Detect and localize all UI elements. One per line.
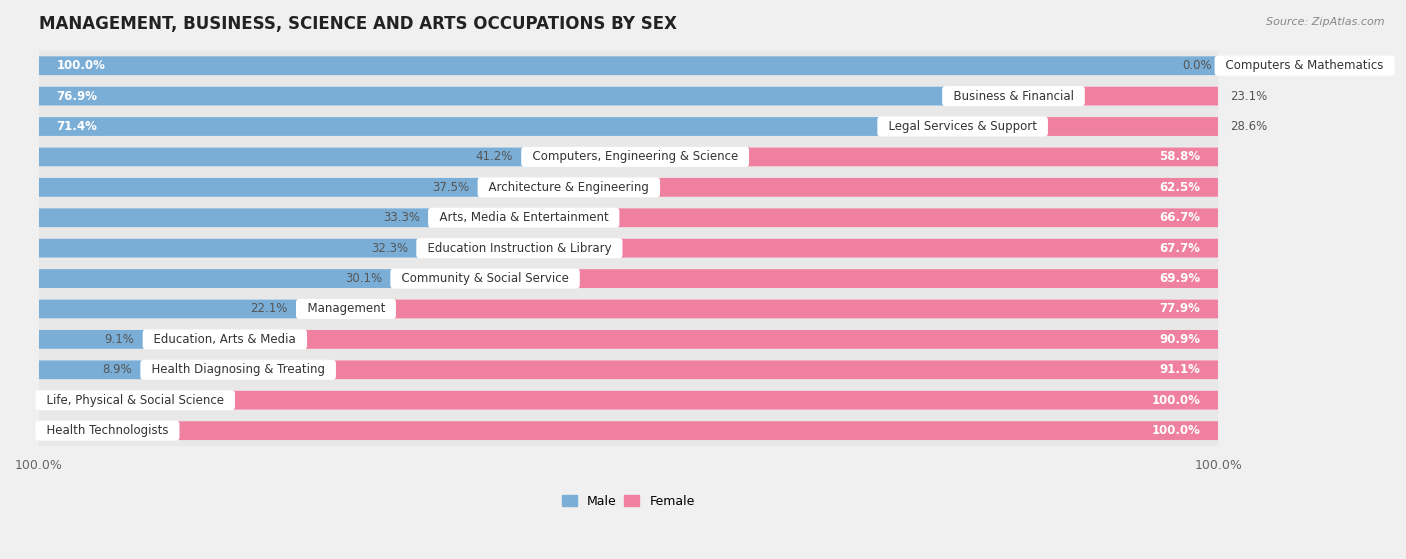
Text: Architecture & Engineering: Architecture & Engineering	[481, 181, 657, 194]
Text: Education, Arts & Media: Education, Arts & Media	[146, 333, 304, 346]
Text: 33.3%: 33.3%	[382, 211, 420, 224]
Text: Source: ZipAtlas.com: Source: ZipAtlas.com	[1267, 17, 1385, 27]
FancyBboxPatch shape	[39, 148, 524, 167]
FancyBboxPatch shape	[39, 361, 143, 379]
Text: 76.9%: 76.9%	[56, 89, 97, 103]
Text: 0.0%: 0.0%	[45, 394, 75, 407]
FancyBboxPatch shape	[39, 294, 1218, 324]
FancyBboxPatch shape	[39, 111, 1218, 142]
FancyBboxPatch shape	[946, 87, 1218, 106]
Text: 0.0%: 0.0%	[45, 424, 75, 437]
Text: 32.3%: 32.3%	[371, 241, 408, 255]
Text: 67.7%: 67.7%	[1160, 241, 1201, 255]
Text: 69.9%: 69.9%	[1160, 272, 1201, 285]
Text: Life, Physical & Social Science: Life, Physical & Social Science	[39, 394, 232, 407]
Text: 9.1%: 9.1%	[104, 333, 135, 346]
FancyBboxPatch shape	[39, 391, 1218, 410]
FancyBboxPatch shape	[39, 269, 1218, 288]
FancyBboxPatch shape	[39, 324, 1218, 354]
Text: 8.9%: 8.9%	[103, 363, 132, 376]
FancyBboxPatch shape	[39, 209, 1218, 227]
FancyBboxPatch shape	[39, 239, 420, 258]
Text: 41.2%: 41.2%	[475, 150, 513, 163]
FancyBboxPatch shape	[299, 300, 1218, 319]
Text: 71.4%: 71.4%	[56, 120, 97, 133]
FancyBboxPatch shape	[39, 178, 481, 197]
FancyBboxPatch shape	[882, 117, 1218, 136]
Text: 90.9%: 90.9%	[1160, 333, 1201, 346]
FancyBboxPatch shape	[39, 81, 1218, 111]
Text: Business & Financial: Business & Financial	[946, 89, 1081, 103]
FancyBboxPatch shape	[432, 209, 1218, 227]
Text: Computers & Mathematics: Computers & Mathematics	[1218, 59, 1391, 72]
FancyBboxPatch shape	[39, 87, 1218, 106]
Text: 37.5%: 37.5%	[432, 181, 470, 194]
FancyBboxPatch shape	[481, 178, 1218, 197]
FancyBboxPatch shape	[39, 56, 1218, 75]
Text: Community & Social Service: Community & Social Service	[394, 272, 576, 285]
FancyBboxPatch shape	[394, 269, 1218, 288]
Text: 58.8%: 58.8%	[1160, 150, 1201, 163]
Text: Arts, Media & Entertainment: Arts, Media & Entertainment	[432, 211, 616, 224]
Text: Health Technologists: Health Technologists	[39, 424, 176, 437]
FancyBboxPatch shape	[420, 239, 1218, 258]
FancyBboxPatch shape	[39, 209, 432, 227]
Text: MANAGEMENT, BUSINESS, SCIENCE AND ARTS OCCUPATIONS BY SEX: MANAGEMENT, BUSINESS, SCIENCE AND ARTS O…	[39, 15, 676, 33]
FancyBboxPatch shape	[39, 421, 1218, 440]
FancyBboxPatch shape	[39, 172, 1218, 202]
Text: 30.1%: 30.1%	[344, 272, 382, 285]
FancyBboxPatch shape	[146, 330, 1218, 349]
Text: 62.5%: 62.5%	[1160, 181, 1201, 194]
Text: Management: Management	[299, 302, 392, 315]
FancyBboxPatch shape	[39, 50, 1218, 81]
Text: 28.6%: 28.6%	[1230, 120, 1267, 133]
FancyBboxPatch shape	[39, 385, 1218, 415]
FancyBboxPatch shape	[143, 361, 1218, 379]
FancyBboxPatch shape	[39, 354, 1218, 385]
FancyBboxPatch shape	[39, 361, 1218, 379]
FancyBboxPatch shape	[39, 117, 1218, 136]
FancyBboxPatch shape	[39, 330, 1218, 349]
Text: 77.9%: 77.9%	[1160, 302, 1201, 315]
Text: Computers, Engineering & Science: Computers, Engineering & Science	[524, 150, 745, 163]
Text: 22.1%: 22.1%	[250, 302, 288, 315]
FancyBboxPatch shape	[39, 239, 1218, 258]
Text: Legal Services & Support: Legal Services & Support	[882, 120, 1045, 133]
FancyBboxPatch shape	[39, 300, 1218, 319]
FancyBboxPatch shape	[524, 148, 1218, 167]
Text: 0.0%: 0.0%	[1182, 59, 1212, 72]
FancyBboxPatch shape	[39, 233, 1218, 263]
FancyBboxPatch shape	[39, 148, 1218, 167]
FancyBboxPatch shape	[39, 56, 1218, 75]
Text: 100.0%: 100.0%	[1152, 424, 1201, 437]
FancyBboxPatch shape	[39, 391, 1218, 410]
Text: 100.0%: 100.0%	[56, 59, 105, 72]
Text: Health Diagnosing & Treating: Health Diagnosing & Treating	[143, 363, 332, 376]
FancyBboxPatch shape	[39, 421, 1218, 440]
FancyBboxPatch shape	[39, 202, 1218, 233]
Text: 66.7%: 66.7%	[1160, 211, 1201, 224]
FancyBboxPatch shape	[39, 178, 1218, 197]
Text: 91.1%: 91.1%	[1160, 363, 1201, 376]
FancyBboxPatch shape	[39, 269, 394, 288]
FancyBboxPatch shape	[39, 87, 946, 106]
Text: 100.0%: 100.0%	[1152, 394, 1201, 407]
Text: 23.1%: 23.1%	[1230, 89, 1267, 103]
FancyBboxPatch shape	[39, 330, 146, 349]
FancyBboxPatch shape	[39, 117, 882, 136]
Legend: Male, Female: Male, Female	[557, 490, 700, 513]
FancyBboxPatch shape	[39, 263, 1218, 294]
FancyBboxPatch shape	[39, 142, 1218, 172]
FancyBboxPatch shape	[39, 415, 1218, 446]
Text: Education Instruction & Library: Education Instruction & Library	[420, 241, 619, 255]
FancyBboxPatch shape	[39, 300, 299, 319]
